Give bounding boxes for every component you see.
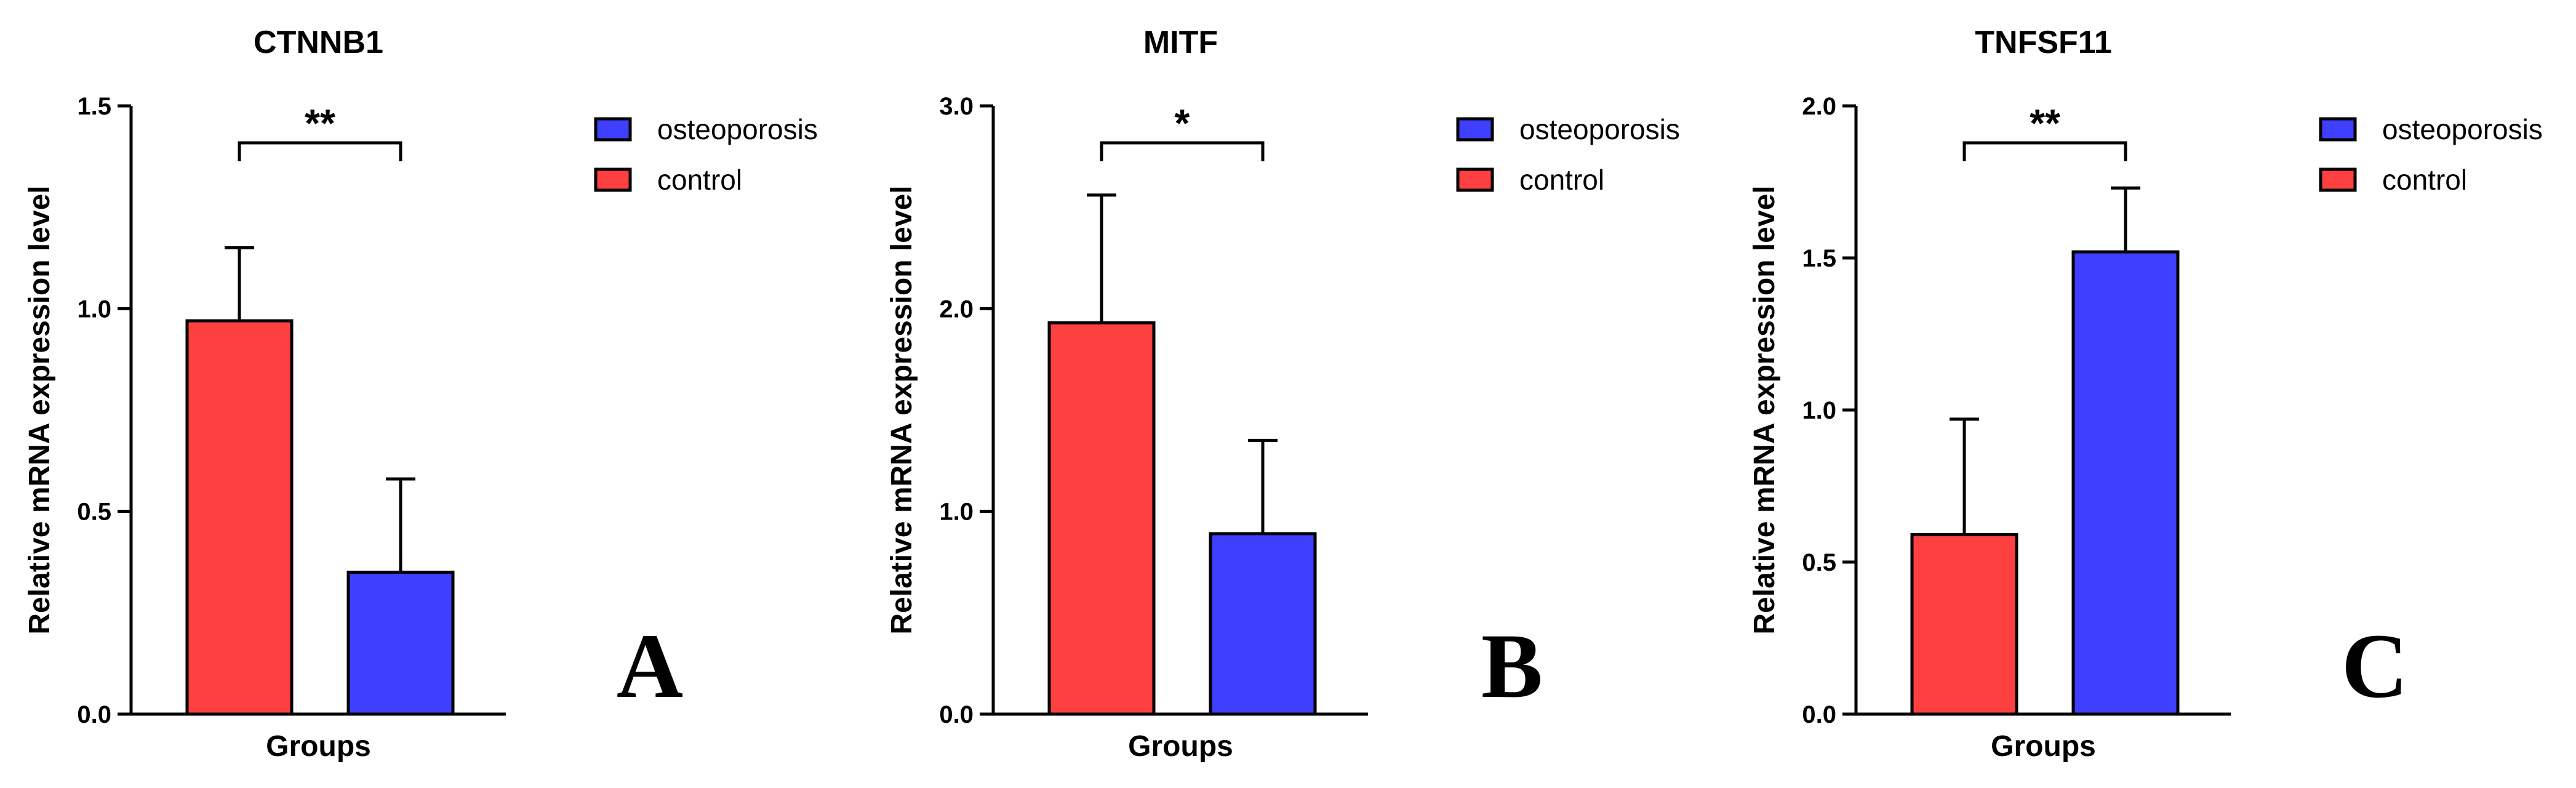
legend-swatch-osteoporosis: [2319, 117, 2357, 142]
chart-panel-b: MITF Relative mRNA expression level Groups…: [886, 25, 1680, 763]
significance-bracket: [1100, 141, 1265, 161]
y-tick-label: 0.0: [1802, 701, 1836, 728]
legend-label-osteoporosis: osteoporosis: [657, 113, 818, 145]
y-axis-label: Relative mRNA expression level: [23, 185, 56, 634]
bar-osteoporosis: [2071, 250, 2180, 716]
chart-panel-c: TNFSF11 Relative mRNA expression level Gro…: [1748, 25, 2543, 763]
y-tick-label: 0.0: [77, 701, 111, 728]
legend-label-control: control: [1519, 164, 1604, 196]
y-tick-label: 1.5: [1802, 245, 1836, 272]
legend-label-control: control: [2382, 164, 2467, 196]
panel-letter: A: [617, 615, 683, 717]
bar-control: [1910, 533, 2018, 716]
significance-bracket: [238, 141, 402, 161]
panel-letter: C: [2342, 615, 2408, 717]
bar-control: [185, 319, 294, 716]
bar-control: [1047, 321, 1156, 716]
y-tick-label: 0.0: [939, 701, 974, 728]
x-axis-label: Groups: [1128, 730, 1233, 763]
y-tick-label: 1.5: [77, 93, 111, 120]
significance-label: **: [2030, 101, 2060, 145]
chart-title: MITF: [1143, 25, 1218, 60]
y-tick-label: 3.0: [939, 93, 974, 120]
legend-swatch-osteoporosis: [1456, 117, 1494, 142]
chart-panel-a: CTNNB1 Relative mRNA expression level Grou…: [23, 25, 818, 763]
bar-osteoporosis: [1209, 532, 1317, 716]
y-tick-label: 2.0: [939, 296, 974, 323]
x-axis-label: Groups: [266, 730, 371, 763]
legend-label-control: control: [657, 164, 742, 196]
legend-label-osteoporosis: osteoporosis: [2382, 113, 2543, 145]
chart-title: TNFSF11: [1975, 25, 2112, 60]
y-axis-label: Relative mRNA expression level: [1748, 185, 1781, 634]
y-tick-label: 0.5: [1802, 549, 1836, 576]
significance-bracket: [1962, 141, 2127, 161]
bar-osteoporosis: [346, 570, 455, 716]
panel-letter: B: [1481, 615, 1543, 717]
chart-title: CTNNB1: [254, 25, 383, 60]
y-tick-label: 1.0: [939, 499, 974, 526]
legend-swatch-control: [1456, 167, 1494, 192]
y-tick-label: 0.5: [77, 499, 111, 526]
y-tick-label: 2.0: [1802, 93, 1836, 120]
legend-swatch-control: [594, 167, 632, 192]
x-axis-label: Groups: [1991, 730, 2096, 763]
y-tick-label: 1.0: [77, 296, 111, 323]
legend-swatch-osteoporosis: [594, 117, 632, 142]
legend-label-osteoporosis: osteoporosis: [1519, 113, 1680, 145]
y-tick-label: 1.0: [1802, 397, 1836, 424]
significance-label: **: [305, 101, 335, 145]
y-axis-label: Relative mRNA expression level: [886, 185, 918, 634]
legend-swatch-control: [2319, 167, 2357, 192]
significance-label: *: [1175, 101, 1190, 145]
